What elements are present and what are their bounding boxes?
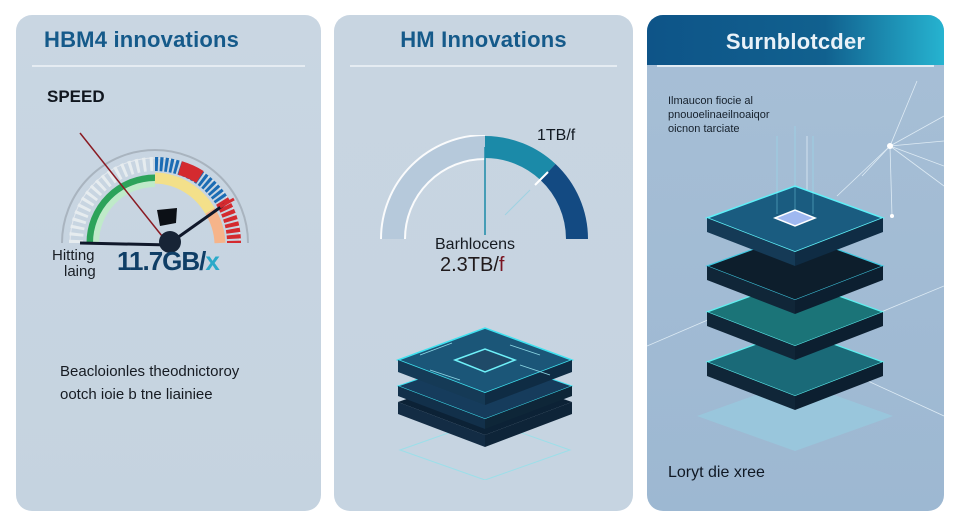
title-divider	[657, 65, 934, 67]
metric-label-line2: laing	[64, 263, 96, 280]
speed-value: 11.7GB/x	[117, 246, 220, 277]
bandwidth-value-unit: f	[498, 254, 505, 276]
card-hbm4-innovations: HBM4 innovations	[16, 15, 321, 511]
speed-value-unit: x	[205, 246, 220, 276]
card-title: HM Innovations	[400, 27, 567, 52]
metric-label-line1: Hitting	[52, 247, 95, 264]
speed-label: SPEED	[47, 87, 105, 106]
description-line1: Beacloionles theodnictoroy	[60, 363, 240, 380]
title-divider	[32, 65, 305, 67]
hbm-die-stack-icon	[647, 80, 944, 451]
description-line1: Ilmaucon fiocie al	[668, 95, 753, 107]
card3-description: Ilmaucon fiocie al pnouoelinaeilnoaiqor …	[668, 94, 770, 136]
bandwidth-label: Barhlocens	[435, 236, 516, 253]
card3-footer-text: Loryt die xree	[668, 464, 765, 481]
speedometer-gauge-icon	[61, 132, 249, 253]
memory-chip-stack-icon	[395, 327, 575, 480]
card-title: HBM4 innovations	[44, 27, 240, 52]
description-line3: oicnon tarciate	[668, 123, 740, 135]
description-line2: pnouoelinaeilnoaiqor	[668, 109, 770, 121]
metric-label: Hitting laing	[52, 248, 96, 280]
speed-value-number: 11.7GB/	[117, 246, 206, 276]
gauge-max-label: 1TB/f	[537, 127, 576, 144]
card-title: Surnblotcder	[725, 29, 866, 54]
title-divider	[350, 65, 617, 67]
card1-description: Beacloionles theodnictoroy ootch ioie b …	[60, 360, 239, 406]
bandwidth-gauge-icon	[380, 135, 588, 240]
bandwidth-value-number: 2.3TB/	[440, 254, 499, 276]
description-line2: ootch ioie b tne liainiee	[60, 386, 213, 403]
bandwidth-value: 2.3TB/f	[440, 254, 504, 277]
card-header	[647, 15, 944, 65]
